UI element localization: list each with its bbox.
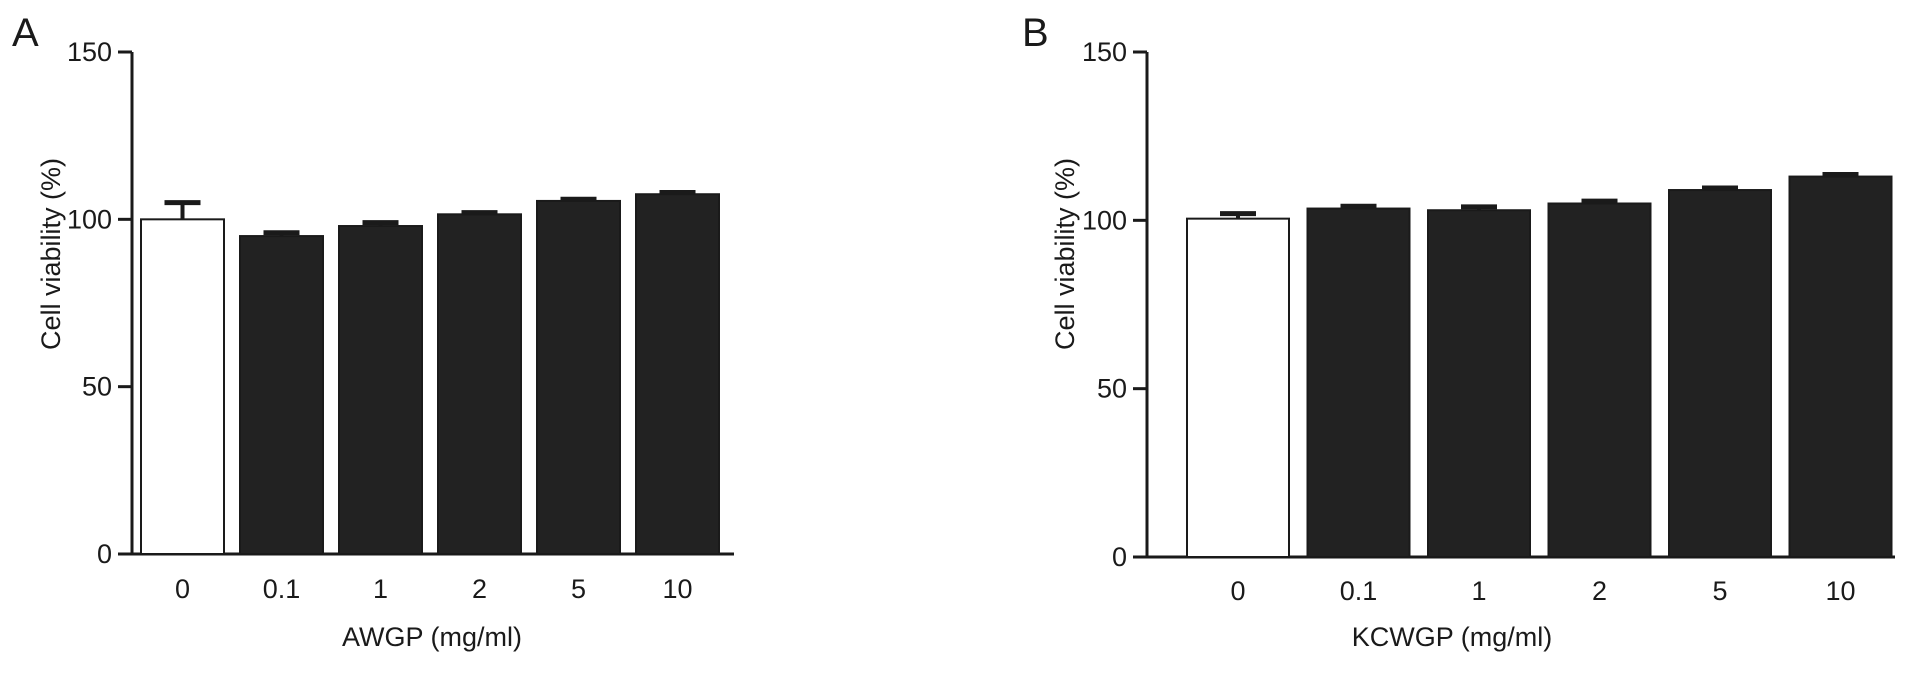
y-tick-label-b: 0 (1112, 542, 1127, 572)
bars-b (1186, 175, 1893, 559)
y-ticks-b: 0 50 100 150 (1082, 37, 1147, 572)
chart-panel-a: A Cell viability (%) AWGP (mg/ml) 050100… (12, 11, 734, 652)
panel-label-b: B (1022, 11, 1049, 55)
bar-a-5 (635, 193, 720, 555)
bar-b-5 (1788, 175, 1893, 558)
x-tick-label-a-3: 2 (472, 574, 487, 604)
bars-a (140, 193, 720, 556)
y-tick-label-a: 0 (97, 539, 112, 569)
y-axis-title-b: Cell viability (%) (1050, 158, 1080, 350)
bar-b-2 (1427, 209, 1531, 558)
x-tick-label-b-2: 1 (1471, 576, 1486, 606)
x-tick-labels-b: 0 0.1 1 2 5 10 (1230, 576, 1855, 606)
x-tick-label-a-0: 0 (175, 574, 190, 604)
y-tick-label-a: 150 (67, 37, 112, 67)
x-tick-label-a-4: 5 (571, 574, 586, 604)
chart-panel-b: B Cell viability (%) KCWGP (mg/ml) 05010… (1022, 11, 1895, 652)
y-ticks-a: 0 50 100 150 (67, 37, 132, 569)
x-axis-title-a: AWGP (mg/ml) (342, 622, 522, 652)
x-tick-label-a-5: 10 (662, 574, 692, 604)
error-bars-b (1220, 172, 1859, 219)
x-axis-title-b: KCWGP (mg/ml) (1352, 622, 1553, 652)
x-tick-label-b-3: 2 (1592, 576, 1607, 606)
y-tick-label-a: 100 (67, 204, 112, 234)
y-tick-label-a: 50 (82, 372, 112, 402)
error-bars-a (164, 190, 696, 237)
x-tick-label-a-2: 1 (373, 574, 388, 604)
x-tick-label-a-1: 0.1 (263, 574, 301, 604)
bar-b-1 (1306, 207, 1411, 559)
bar-a-2 (338, 225, 423, 555)
y-tick-label-b: 150 (1082, 37, 1127, 67)
bar-a-0 (140, 218, 225, 555)
bar-a-1 (239, 235, 324, 555)
bar-a-3 (437, 213, 522, 556)
y-axis-title-a: Cell viability (%) (36, 158, 66, 350)
bar-b-3 (1547, 202, 1652, 558)
bar-b-4 (1668, 189, 1772, 559)
panel-label-a: A (12, 11, 39, 55)
y-tick-label-b: 50 (1097, 374, 1127, 404)
x-tick-label-b-5: 10 (1825, 576, 1855, 606)
x-tick-labels-a: 0 0.1 1 2 5 10 (175, 574, 693, 604)
bar-a-4 (536, 199, 621, 555)
y-tick-label-b: 100 (1082, 205, 1127, 235)
x-tick-label-b-4: 5 (1712, 576, 1727, 606)
bar-b-0 (1186, 217, 1290, 558)
x-tick-label-b-0: 0 (1230, 576, 1245, 606)
x-tick-label-b-1: 0.1 (1340, 576, 1378, 606)
